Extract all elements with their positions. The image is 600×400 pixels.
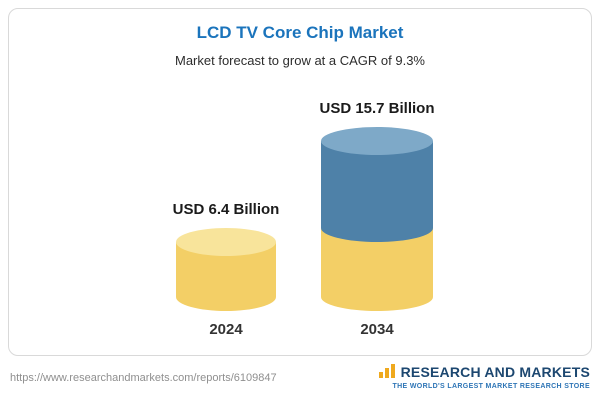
logo-name: RESEARCH AND MARKETS [400,364,590,380]
category-label-2034: 2034 [360,321,394,338]
bar-chart-icon [378,364,395,380]
logo-row: RESEARCH AND MARKETS [378,364,590,380]
cylinder-2024-top-ellipse [176,227,276,256]
cylinder-2034-growth-segment [321,141,433,242]
logo-tagline: THE WORLD'S LARGEST MARKET RESEARCH STOR… [392,383,590,390]
chart-card: LCD TV Core Chip Market Market forecast … [8,8,592,356]
report-url: https://www.researchandmarkets.com/repor… [10,372,277,384]
chart-title: LCD TV Core Chip Market [196,23,404,42]
research-and-markets-logo: RESEARCH AND MARKETS THE WORLD'S LARGEST… [378,364,590,390]
chart-subtitle: Market forecast to grow at a CAGR of 9.3… [175,53,425,68]
cylinder-2034-top-ellipse [321,127,433,155]
value-label-2024: USD 6.4 Billion [172,200,280,218]
value-label-2034: USD 15.7 Billion [319,100,435,117]
category-label-2024: 2024 [209,321,243,338]
